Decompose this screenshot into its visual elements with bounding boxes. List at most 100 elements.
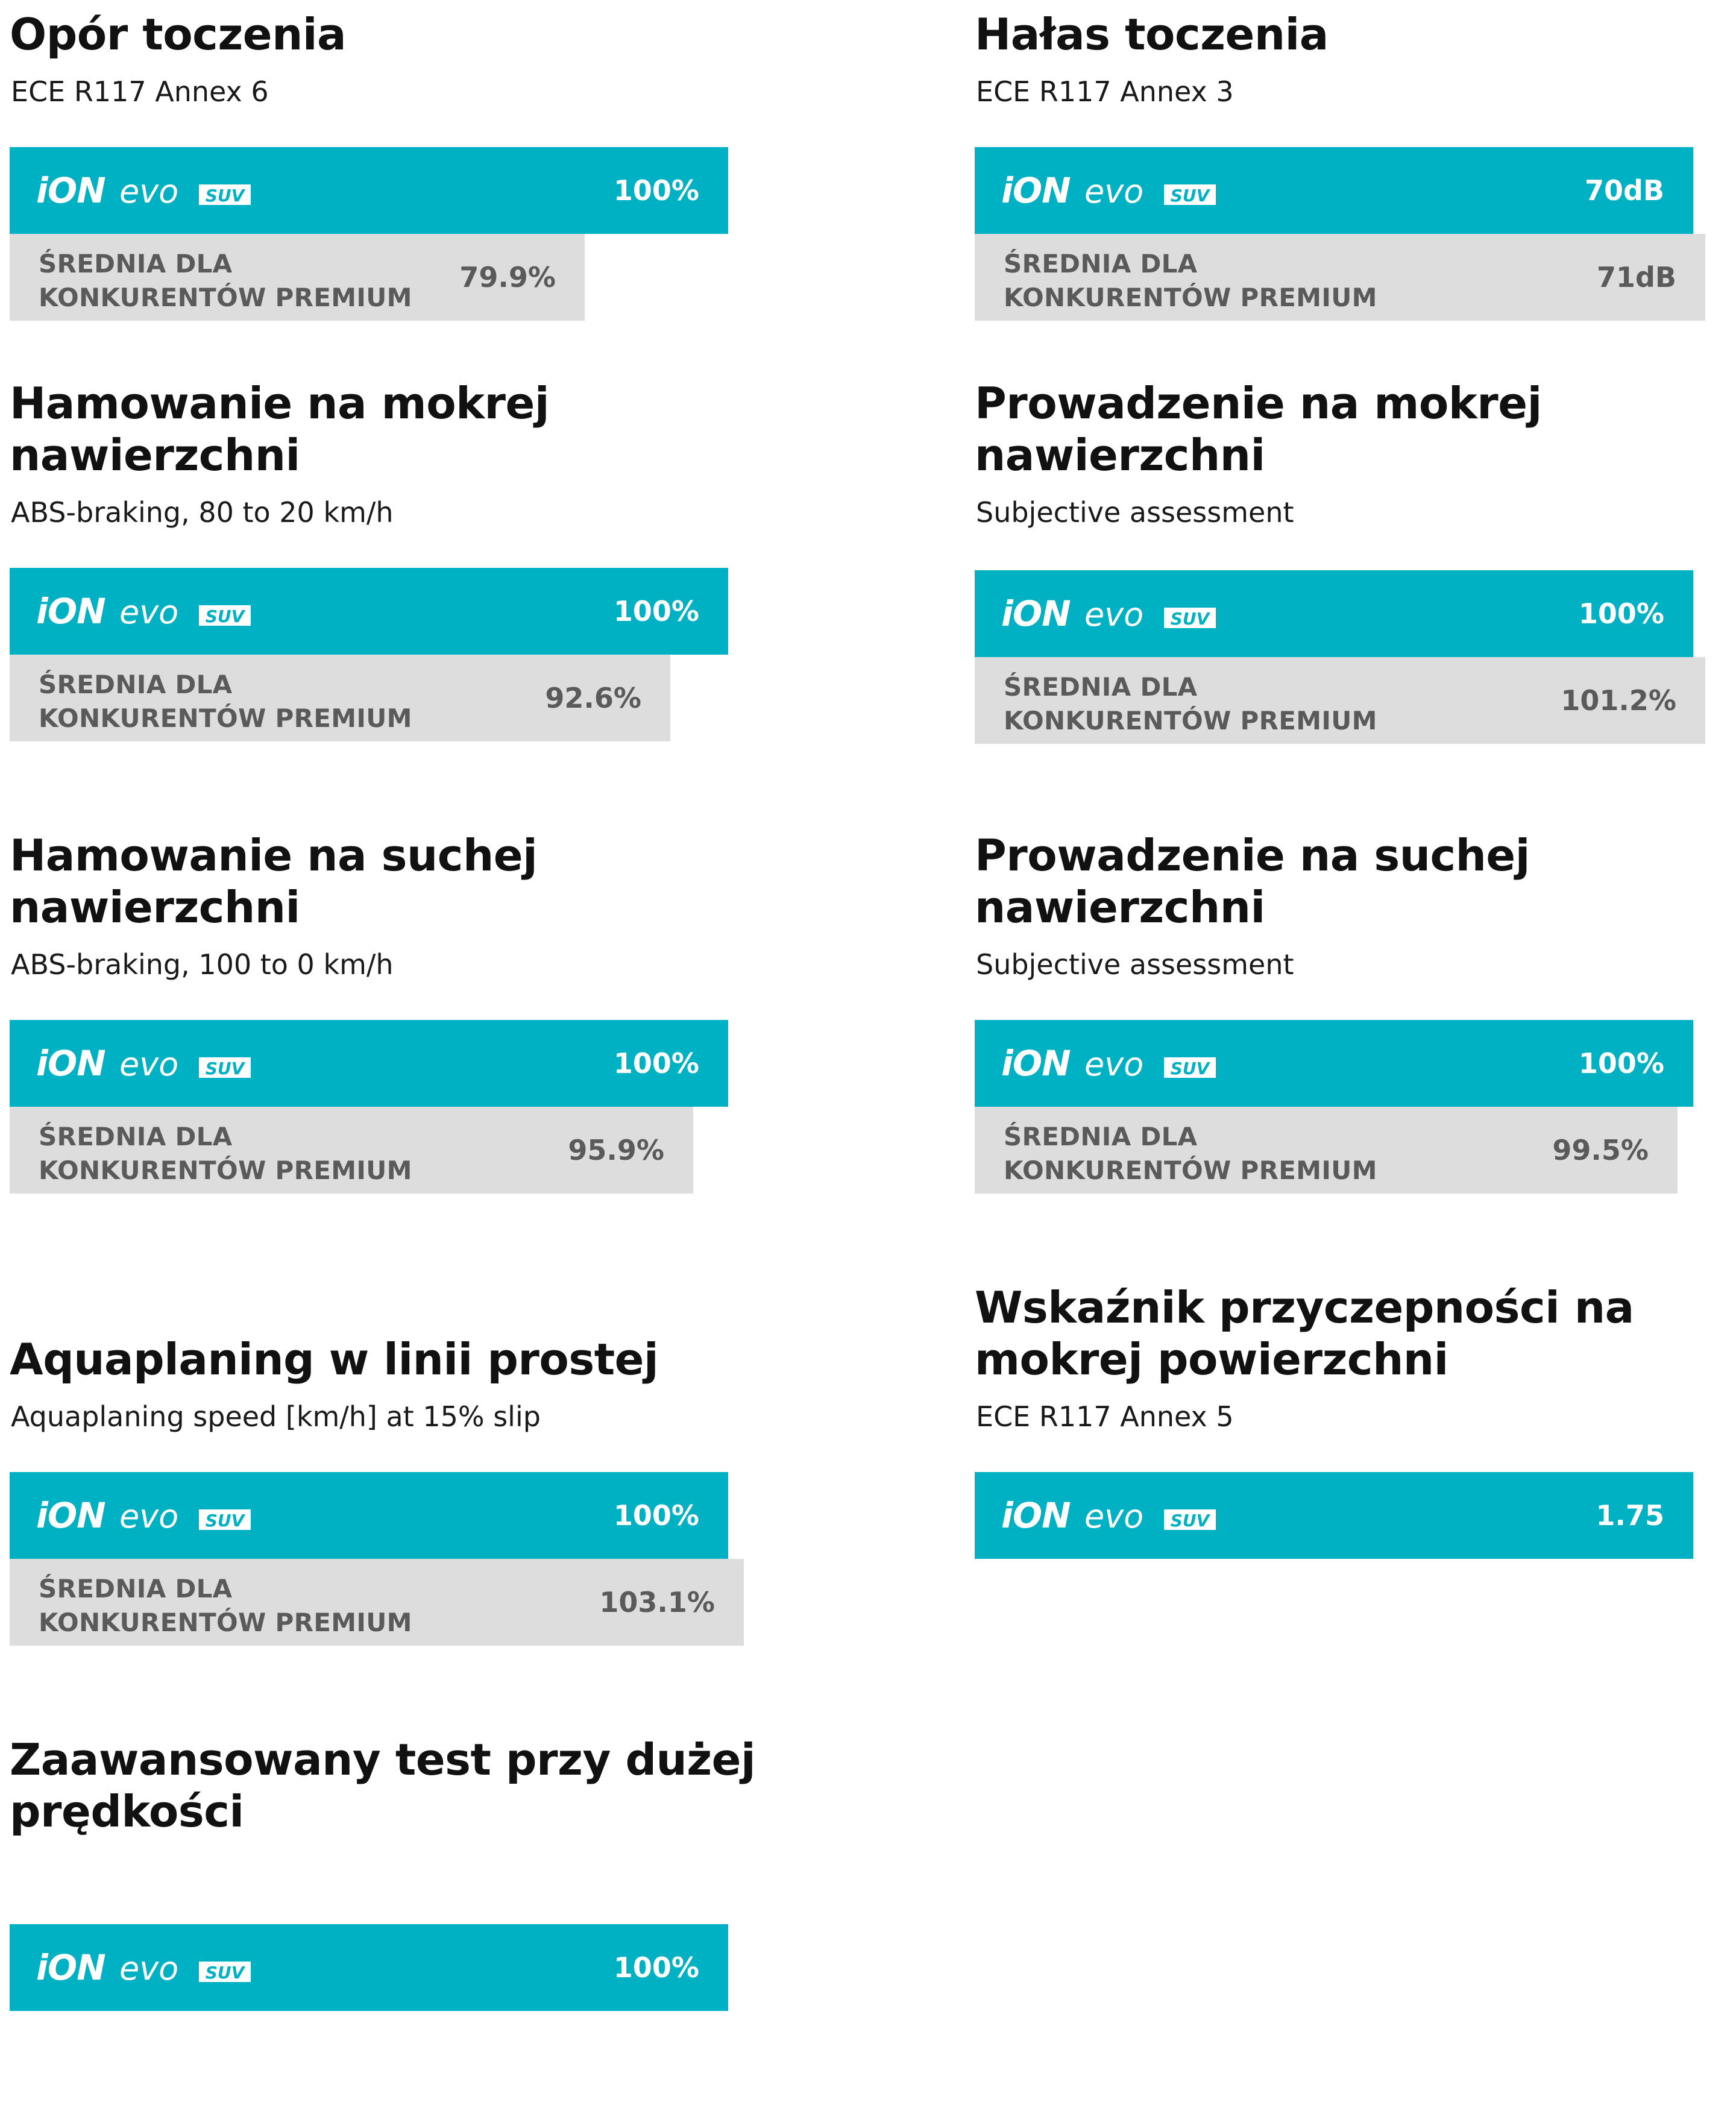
product-value: 100% bbox=[1578, 597, 1664, 630]
chart-title-box: Hałas toczenia bbox=[975, 0, 1736, 60]
chart-card: Zaawansowany test przy dużej prędkości iO… bbox=[10, 1734, 793, 2105]
competitor-value: 99.5% bbox=[1552, 1134, 1649, 1166]
svg-text:SUV: SUV bbox=[206, 1963, 246, 1983]
chart-title-box: Wskaźnik przyczepności na mokrej powierz… bbox=[975, 1282, 1736, 1385]
competitor-value: 92.6% bbox=[545, 682, 641, 714]
chart-subtitle: ABS-braking, 100 to 0 km/h bbox=[11, 948, 394, 981]
competitor-value: 71dB bbox=[1596, 261, 1676, 294]
chart-title: Aquaplaning w linii prostej bbox=[10, 1334, 659, 1385]
product-bar: iON evo SUV 100% bbox=[10, 568, 728, 655]
chart-title: Hamowanie na suchej nawierzchni bbox=[10, 830, 538, 933]
svg-text:SUV: SUV bbox=[206, 1059, 246, 1078]
chart-card: Hamowanie na suchej nawierzchni ABS-braki… bbox=[10, 830, 793, 1201]
competitor-bar: ŚREDNIA DLA KONKURENTÓW PREMIUM 101.2% bbox=[975, 657, 1705, 744]
product-value: 1.75 bbox=[1596, 1499, 1665, 1532]
chart-card: Wskaźnik przyczepności na mokrej powierz… bbox=[975, 1282, 1736, 1653]
chart-title: Zaawansowany test przy dużej prędkości bbox=[10, 1734, 756, 1837]
product-bar: iON evo SUV 100% bbox=[10, 1020, 728, 1107]
competitor-label: ŚREDNIA DLA KONKURENTÓW PREMIUM bbox=[39, 1122, 412, 1185]
competitor-label: ŚREDNIA DLA KONKURENTÓW PREMIUM bbox=[39, 249, 412, 312]
competitor-label: ŚREDNIA DLA KONKURENTÓW PREMIUM bbox=[1004, 672, 1377, 735]
ion-evo-suv-logo: iON evo SUV bbox=[1001, 172, 1216, 211]
svg-text:evo: evo bbox=[1084, 596, 1143, 634]
chart-card: Hałas toczenia ECE R117 Annex 3 iON evo SUV 7… bbox=[975, 0, 1736, 328]
competitor-value: 101.2% bbox=[1561, 684, 1676, 717]
chart-card: Hamowanie na mokrej nawierzchni ABS-braki… bbox=[10, 378, 793, 749]
ion-evo-suv-logo: iON evo SUV bbox=[36, 172, 251, 211]
svg-text:SUV: SUV bbox=[1171, 1511, 1211, 1531]
svg-text:evo: evo bbox=[119, 1497, 178, 1535]
competitor-bar: ŚREDNIA DLA KONKURENTÓW PREMIUM 103.1% bbox=[10, 1559, 744, 1646]
svg-text:SUV: SUV bbox=[206, 1511, 246, 1531]
competitor-bar: ŚREDNIA DLA KONKURENTÓW PREMIUM 92.6% bbox=[10, 655, 670, 741]
chart-title-box: Prowadzenie na mokrej nawierzchni bbox=[975, 378, 1736, 481]
chart-title: Prowadzenie na suchej nawierzchni bbox=[975, 830, 1530, 933]
svg-text:evo: evo bbox=[119, 172, 178, 210]
svg-text:SUV: SUV bbox=[1171, 1059, 1211, 1078]
chart-card: Aquaplaning w linii prostej Aquaplaning s… bbox=[10, 1325, 793, 1653]
chart-card: Opór toczenia ECE R117 Annex 6 iON evo SUV 10… bbox=[10, 0, 793, 328]
svg-text:iON: iON bbox=[36, 1045, 105, 1084]
svg-text:iON: iON bbox=[1001, 172, 1071, 211]
product-value: 100% bbox=[613, 1951, 699, 1984]
svg-text:evo: evo bbox=[1084, 1497, 1143, 1535]
product-value: 100% bbox=[613, 595, 699, 628]
svg-text:iON: iON bbox=[36, 1949, 105, 1988]
svg-text:SUV: SUV bbox=[1171, 186, 1211, 206]
ion-evo-suv-logo: iON evo SUV bbox=[1001, 1497, 1216, 1536]
svg-text:iON: iON bbox=[1001, 1045, 1071, 1084]
competitor-label: ŚREDNIA DLA KONKURENTÓW PREMIUM bbox=[39, 670, 412, 733]
svg-text:iON: iON bbox=[36, 172, 105, 211]
svg-text:SUV: SUV bbox=[206, 186, 246, 206]
chart-subtitle: Subjective assessment bbox=[976, 496, 1294, 529]
svg-text:evo: evo bbox=[1084, 1045, 1143, 1083]
product-value: 70dB bbox=[1584, 174, 1664, 207]
chart-subtitle: ECE R117 Annex 5 bbox=[976, 1400, 1234, 1433]
chart-title-box: Aquaplaning w linii prostej bbox=[10, 1325, 793, 1385]
svg-text:evo: evo bbox=[1084, 172, 1143, 210]
product-value: 100% bbox=[613, 1047, 699, 1080]
svg-text:evo: evo bbox=[119, 1045, 178, 1083]
ion-evo-suv-logo: iON evo SUV bbox=[36, 593, 251, 632]
chart-subtitle: ECE R117 Annex 3 bbox=[976, 75, 1234, 108]
competitor-value: 79.9% bbox=[459, 261, 556, 294]
product-bar: iON evo SUV 1.75 bbox=[975, 1472, 1693, 1559]
competitor-bar: ŚREDNIA DLA KONKURENTÓW PREMIUM 71dB bbox=[975, 234, 1705, 321]
competitor-value: 103.1% bbox=[599, 1586, 715, 1619]
ion-evo-suv-logo: iON evo SUV bbox=[36, 1045, 251, 1084]
product-value: 100% bbox=[613, 1499, 699, 1532]
chart-title-box: Zaawansowany test przy dużej prędkości bbox=[10, 1734, 793, 1837]
svg-text:iON: iON bbox=[36, 593, 105, 632]
chart-subtitle: Aquaplaning speed [km/h] at 15% slip bbox=[11, 1400, 541, 1433]
chart-subtitle: Subjective assessment bbox=[976, 948, 1294, 981]
chart-title: Wskaźnik przyczepności na mokrej powierz… bbox=[975, 1282, 1634, 1385]
svg-text:evo: evo bbox=[119, 1949, 178, 1987]
competitor-bar: ŚREDNIA DLA KONKURENTÓW PREMIUM 95.9% bbox=[10, 1107, 693, 1194]
chart-subtitle: ABS-braking, 80 to 20 km/h bbox=[11, 496, 394, 529]
product-value: 100% bbox=[613, 174, 699, 207]
chart-card: Prowadzenie na mokrej nawierzchni Subject… bbox=[975, 378, 1736, 751]
competitor-value: 95.9% bbox=[568, 1134, 664, 1166]
product-bar: iON evo SUV 100% bbox=[10, 1472, 728, 1559]
svg-text:SUV: SUV bbox=[1171, 609, 1211, 629]
chart-title-box: Hamowanie na mokrej nawierzchni bbox=[10, 378, 793, 481]
chart-title: Prowadzenie na mokrej nawierzchni bbox=[975, 378, 1542, 480]
competitor-bar: ŚREDNIA DLA KONKURENTÓW PREMIUM 99.5% bbox=[975, 1107, 1678, 1194]
product-value: 100% bbox=[1578, 1047, 1664, 1080]
chart-title-box: Opór toczenia bbox=[10, 0, 793, 60]
ion-evo-suv-logo: iON evo SUV bbox=[36, 1497, 251, 1536]
product-bar: iON evo SUV 100% bbox=[10, 147, 728, 234]
chart-title-box: Prowadzenie na suchej nawierzchni bbox=[975, 830, 1736, 933]
ion-evo-suv-logo: iON evo SUV bbox=[36, 1949, 251, 1988]
product-bar: iON evo SUV 100% bbox=[10, 1924, 728, 2011]
ion-evo-suv-logo: iON evo SUV bbox=[1001, 1045, 1216, 1084]
competitor-bar: ŚREDNIA DLA KONKURENTÓW PREMIUM 79.9% bbox=[10, 234, 585, 321]
chart-title: Hałas toczenia bbox=[975, 9, 1329, 60]
svg-text:iON: iON bbox=[1001, 596, 1071, 634]
chart-title-box: Hamowanie na suchej nawierzchni bbox=[10, 830, 793, 933]
svg-text:iON: iON bbox=[1001, 1497, 1071, 1536]
chart-subtitle: ECE R117 Annex 6 bbox=[11, 75, 269, 108]
competitor-label: ŚREDNIA DLA KONKURENTÓW PREMIUM bbox=[1004, 249, 1377, 312]
chart-title: Opór toczenia bbox=[10, 9, 347, 60]
product-bar: iON evo SUV 70dB bbox=[975, 147, 1693, 234]
